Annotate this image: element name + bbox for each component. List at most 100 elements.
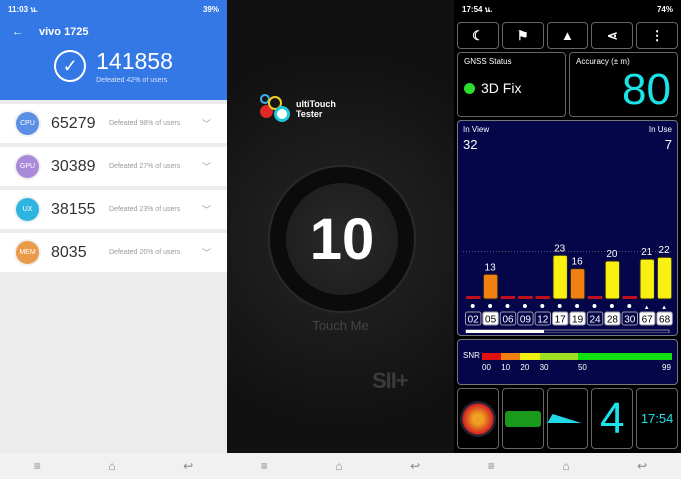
night-mode-moon-icon[interactable]: ☾ <box>457 22 499 49</box>
snr-bar <box>518 296 533 299</box>
status-time: 11:03 น. <box>8 4 38 14</box>
sat-id-box <box>656 311 673 326</box>
scroll-thumb[interactable] <box>466 330 544 333</box>
sat-id-box <box>465 311 482 326</box>
snr-value-label: 21 <box>641 247 653 258</box>
sat-id-label: 17 <box>555 315 567 326</box>
back-icon[interactable]: ↩ <box>637 459 648 473</box>
home-icon[interactable]: ⌂ <box>108 459 116 473</box>
in-use-label: In Use <box>648 125 672 134</box>
compass-tile[interactable] <box>546 388 589 449</box>
touch-me-label: Touch Me <box>312 318 369 333</box>
menu-icon[interactable]: ≡ <box>260 459 268 473</box>
menu-icon[interactable]: ≡ <box>487 459 495 473</box>
snr-value-label: 20 <box>606 249 618 260</box>
snr-value-label: 13 <box>485 262 497 273</box>
sat-id-box <box>534 311 551 326</box>
back-icon[interactable]: ↩ <box>410 459 421 473</box>
nav-bar: ≡ ⌂ ↩ <box>0 453 227 479</box>
dot-icon <box>470 304 475 308</box>
sat-id-label: 05 <box>485 315 497 326</box>
sat-id-label: 68 <box>659 315 671 326</box>
snr-bar-chart: 02 13 05 06 09 12 23 17 16 19 24 20 28 30 21 ▲ 67 22 ▲ 68 <box>463 243 673 333</box>
more-vert-icon[interactable]: ⋮ <box>636 22 678 49</box>
back-arrow-icon[interactable]: ← <box>12 26 23 38</box>
status-time: 17:54 น. <box>462 4 493 14</box>
sat-id-box <box>552 311 569 326</box>
triangle-icon: ▲ <box>644 305 650 311</box>
sat-id-box <box>586 311 604 326</box>
chevron-down-icon[interactable]: ﹀ <box>201 119 211 129</box>
count-tile[interactable]: 4 <box>591 388 634 449</box>
dot-icon <box>592 304 597 308</box>
score-row-gpu[interactable]: GPU 30389 Defeated 27% of users ﹀ <box>0 147 227 186</box>
dot-icon <box>557 304 562 308</box>
total-defeated: Defeated 42% of users <box>96 77 168 84</box>
score-row-ux[interactable]: UX 38155 Defeated 23% of users ﹀ <box>0 190 227 229</box>
touch-count: 10 <box>286 183 398 295</box>
triangle-icon: ▲ <box>661 305 667 311</box>
sat-id-box <box>639 311 656 326</box>
sat-id-label: 24 <box>589 315 601 326</box>
battery-level: 74% <box>656 4 673 14</box>
category-badge: MEM <box>16 241 39 264</box>
multitouch-screen: ultiTouch Tester 10 Touch Me SII+ ≡ ⌂ ↩ <box>227 0 454 479</box>
compass-needle-icon <box>547 414 588 423</box>
category-defeated: Defeated 98% of users <box>109 120 181 127</box>
sky-view-tile[interactable] <box>457 388 499 449</box>
sat-id-label: 12 <box>537 315 549 326</box>
fix-status: 3D Fix <box>481 80 522 96</box>
chevron-down-icon[interactable]: ﹀ <box>201 205 211 215</box>
snr-value-label: 23 <box>554 243 566 254</box>
dot-icon <box>627 304 632 308</box>
sat-id-box <box>482 311 499 326</box>
navigation-arrow-icon[interactable]: ▲ <box>546 22 589 49</box>
sat-id-box <box>517 311 534 326</box>
dot-icon <box>505 304 510 308</box>
menu-icon[interactable]: ≡ <box>33 459 41 473</box>
snr-bar <box>656 256 673 300</box>
sat-id-label: 02 <box>468 315 480 326</box>
snr-bar <box>552 254 568 300</box>
snr-tick-label: 20 <box>520 363 530 372</box>
chevron-down-icon[interactable]: ﹀ <box>201 162 211 172</box>
dot-icon <box>522 304 527 308</box>
accuracy-value: 80 <box>622 65 671 114</box>
clock-tile[interactable]: 17:54 <box>636 388 678 449</box>
check-circle-icon: ✓ <box>54 50 87 82</box>
sat-id-label: 19 <box>572 315 584 326</box>
category-badge: GPU <box>16 155 39 178</box>
category-badge: UX <box>16 198 39 221</box>
snr-tick-label: 00 <box>482 363 491 372</box>
chevron-down-icon[interactable]: ﹀ <box>201 248 211 258</box>
dot-icon <box>575 304 580 308</box>
touch-button[interactable]: 10 <box>268 165 416 313</box>
category-defeated: Defeated 23% of users <box>109 206 181 213</box>
logo-line1: ultiTouch <box>296 99 336 109</box>
share-icon[interactable]: ⋖ <box>591 22 634 49</box>
category-badge: CPU <box>16 112 39 135</box>
score-row-cpu[interactable]: CPU 65279 Defeated 98% of users ﹀ <box>0 104 227 143</box>
world-map-tile[interactable] <box>501 388 544 449</box>
back-icon[interactable]: ↩ <box>183 459 194 473</box>
category-score: 38155 <box>51 200 96 218</box>
person-flag-icon[interactable]: ⚑ <box>501 22 544 49</box>
snr-tick-label: 30 <box>539 363 549 372</box>
snr-bar <box>587 296 603 299</box>
sat-id-box <box>499 311 517 326</box>
snr-tick-label: 10 <box>501 363 511 372</box>
snr-bar <box>604 260 621 300</box>
sat-id-label: 06 <box>502 315 514 326</box>
dot-icon <box>609 304 614 308</box>
in-view-count: 32 <box>463 137 478 152</box>
nav-bar: ≡ ⌂ ↩ <box>227 453 454 479</box>
gnss-label: GNSS Status <box>464 57 512 66</box>
home-icon[interactable]: ⌂ <box>562 459 570 473</box>
sat-id-box <box>604 311 621 326</box>
app-logo: ultiTouch Tester <box>260 94 336 124</box>
accuracy-label: Accuracy (± m) <box>576 57 630 66</box>
category-score: 30389 <box>51 157 96 175</box>
home-icon[interactable]: ⌂ <box>335 459 343 473</box>
score-row-mem[interactable]: MEM 8035 Defeated 26% of users ﹀ <box>0 233 227 272</box>
status-bar: 17:54 น. 74% <box>454 0 681 18</box>
